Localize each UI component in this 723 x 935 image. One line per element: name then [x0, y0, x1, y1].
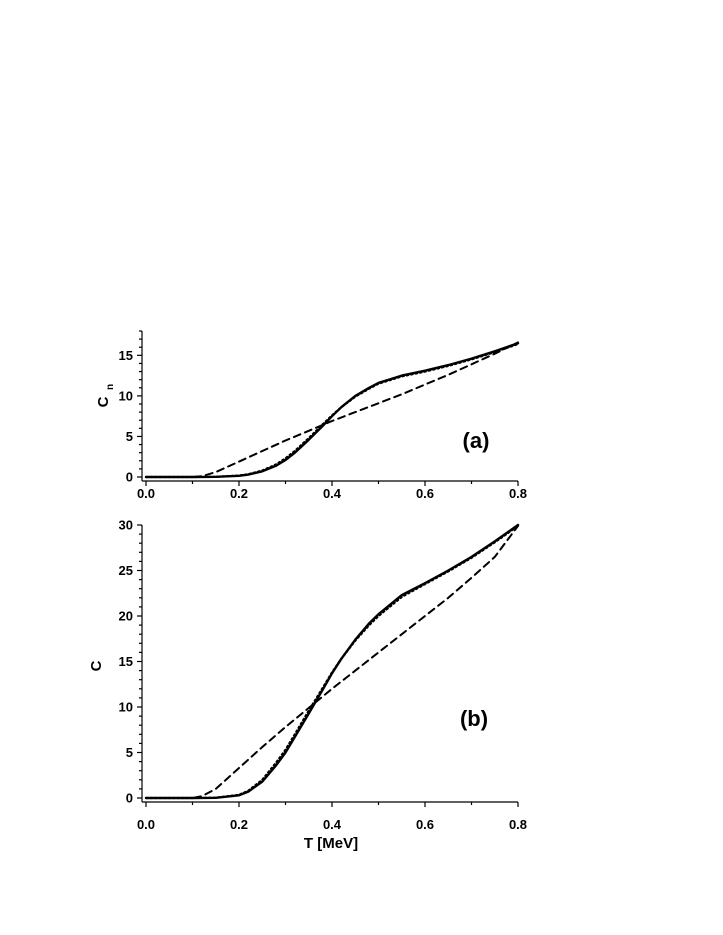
- panel-a-x-tick-label: 0.4: [323, 486, 342, 501]
- panel-b-series-dotted-line: [144, 524, 520, 800]
- panel-b-series: [144, 523, 520, 800]
- panel-b-ylabel: C: [88, 660, 105, 671]
- chart-panel-b: 0.0 0.2 0.4 0.6 0.8 0 5 10 15 20 25 30 C T [MeV] (b…: [88, 518, 527, 853]
- panel-a-x-tick-label: 0.2: [230, 486, 248, 501]
- panel-b-y-tick-label: 5: [126, 745, 133, 760]
- panel-b-label: (b): [460, 706, 488, 731]
- panel-a-x-tick-label: 0.6: [416, 486, 434, 501]
- panel-b-x-tick-label: 0.8: [509, 817, 527, 832]
- panel-b-y-tick-label: 30: [119, 518, 133, 533]
- panel-b-y-tick-label: 0: [126, 791, 133, 806]
- panel-b-xlabel: T [MeV]: [304, 835, 358, 852]
- panel-a-y-tick-label: 0: [126, 470, 133, 485]
- chart-panel-a: 0.0 0.2 0.4 0.6 0.8 0 5 10 15 C n (a): [95, 330, 527, 501]
- panel-a-x-tick-label: 0.8: [509, 486, 527, 501]
- panel-a-ylabel: C: [95, 396, 112, 407]
- panel-a-axes: 0.0 0.2 0.4 0.6 0.8 0 5 10 15: [119, 330, 527, 501]
- panel-a-y-tick-label: 15: [119, 348, 133, 363]
- panel-a-x-tick-label: 0.0: [137, 486, 155, 501]
- panel-b-y-tick-label: 15: [119, 654, 133, 669]
- panel-b-x-tick-label: 0.4: [323, 817, 342, 832]
- panel-a-series-solid-line: [144, 342, 520, 479]
- panel-b-series-solid-line: [144, 523, 520, 800]
- panel-a-series: [144, 341, 520, 479]
- panel-a-y-tick-label: 5: [126, 429, 133, 444]
- panel-b-axes: 0.0 0.2 0.4 0.6 0.8 0 5 10 15 20 25 30: [119, 518, 528, 833]
- panel-b-y-tick-label: 10: [119, 700, 133, 715]
- panel-b-x-tick-label: 0.0: [137, 817, 155, 832]
- panel-a-ylabel-subscript: n: [105, 384, 116, 390]
- panel-b-y-tick-label: 25: [119, 563, 133, 578]
- panel-b-series-dashed-line: [145, 524, 519, 799]
- panel-a-series-dashed-line: [145, 341, 519, 478]
- panel-a-series-dotted-line: [144, 342, 520, 479]
- panel-b-x-tick-label: 0.2: [230, 817, 248, 832]
- panel-a-label: (a): [463, 428, 490, 453]
- panel-b-y-tick-label: 20: [119, 609, 133, 624]
- panel-a-y-tick-label: 10: [119, 388, 133, 403]
- panel-b-x-tick-label: 0.6: [416, 817, 434, 832]
